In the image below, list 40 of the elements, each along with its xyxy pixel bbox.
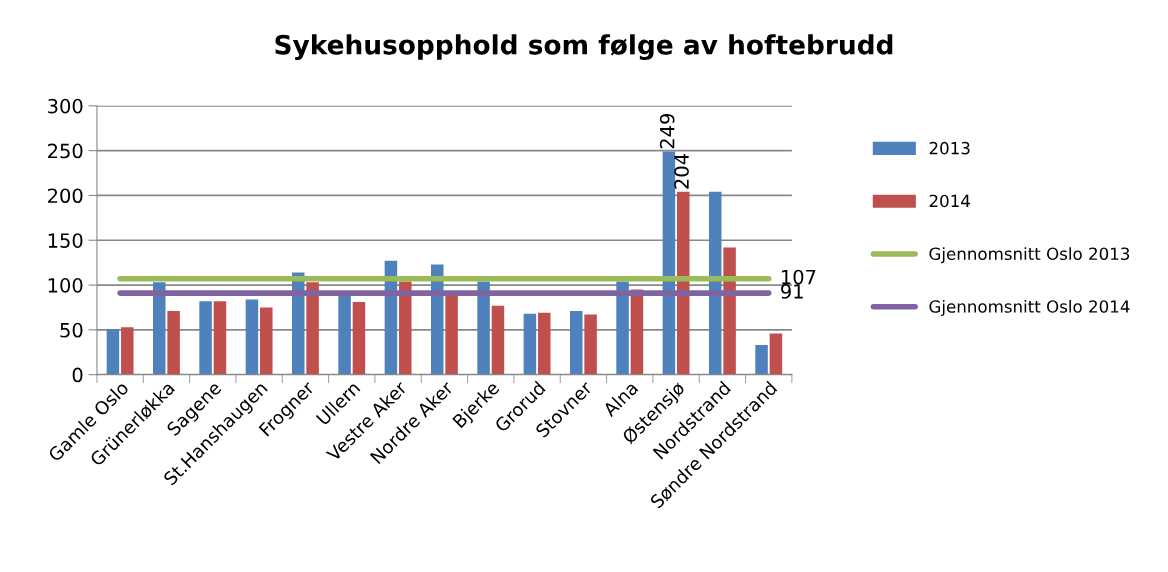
bar xyxy=(445,294,458,375)
y-tick-label: 50 xyxy=(60,322,83,338)
bar xyxy=(677,191,690,375)
bar xyxy=(121,327,134,375)
legend-label: 2014 xyxy=(929,194,970,208)
bar xyxy=(213,301,227,375)
bar xyxy=(352,302,366,375)
bar xyxy=(306,282,319,375)
bar xyxy=(584,314,597,375)
bar xyxy=(616,281,629,375)
y-tick-label: 0 xyxy=(72,367,83,383)
bar xyxy=(260,307,273,375)
bar xyxy=(477,281,490,375)
data-label: 249 xyxy=(659,113,675,149)
bar xyxy=(245,299,259,375)
y-tick-label: 200 xyxy=(48,188,83,204)
bar xyxy=(662,151,676,375)
bar xyxy=(538,312,551,375)
legend-label: Gjennomsnitt Oslo 2014 xyxy=(929,299,1130,317)
bar xyxy=(755,345,768,375)
bar xyxy=(769,333,783,375)
bar xyxy=(338,294,351,375)
bar xyxy=(523,313,537,375)
bar xyxy=(199,301,212,375)
data-label: 91 xyxy=(781,284,803,299)
bar xyxy=(491,305,505,375)
legend-label: 2013 xyxy=(929,141,970,155)
y-tick-label: 250 xyxy=(48,143,83,159)
bar xyxy=(153,282,166,375)
y-tick-label: 300 xyxy=(48,98,83,114)
legend-label: Gjennomsnitt Oslo 2013 xyxy=(929,247,1130,264)
bar xyxy=(399,281,412,375)
data-label: 107 xyxy=(781,269,816,285)
y-tick-label: 150 xyxy=(48,233,83,248)
bar xyxy=(106,328,120,375)
bar xyxy=(167,311,180,375)
chart-title: Sykehusopphold som følge av hoftebrudd xyxy=(275,34,893,61)
data-label: 204 xyxy=(674,154,689,189)
y-tick-label: 100 xyxy=(48,278,83,293)
bar xyxy=(569,311,583,375)
